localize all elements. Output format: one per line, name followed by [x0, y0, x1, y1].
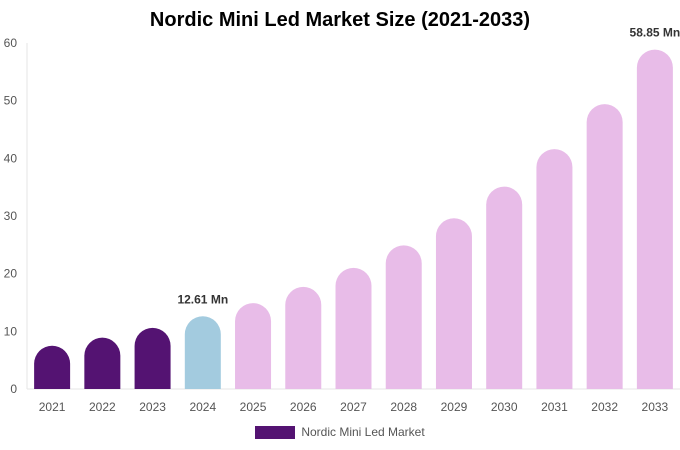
data-label: 12.61 Mn: [177, 292, 228, 306]
x-tick-label: 2029: [441, 400, 468, 414]
legend-swatch: [255, 425, 296, 439]
x-tick-label: 2027: [340, 400, 367, 414]
legend-label: Nordic Mini Led Market: [301, 425, 425, 439]
x-tick-label: 2023: [139, 400, 166, 414]
x-tick-label: 2033: [642, 400, 669, 414]
bar-2027: [335, 267, 372, 389]
bar-2031: [536, 149, 573, 389]
x-tick-label: 2030: [491, 400, 518, 414]
bar-2024: [184, 316, 221, 389]
bar-2029: [435, 218, 472, 389]
bar-2028: [385, 245, 422, 389]
y-tick-label: 60: [4, 36, 18, 50]
bar-2025: [235, 303, 272, 389]
x-tick-label: 2031: [541, 400, 568, 414]
x-tick-label: 2026: [290, 400, 317, 414]
bar-2026: [285, 286, 322, 389]
y-tick-label: 10: [4, 324, 18, 338]
legend: Nordic Mini Led Market: [0, 425, 680, 439]
chart-title: Nordic Mini Led Market Size (2021-2033): [149, 9, 531, 31]
y-tick-label: 50: [4, 94, 18, 108]
x-tick-label: 2022: [89, 400, 116, 414]
x-tick-label: 2021: [39, 400, 66, 414]
y-tick-label: 30: [4, 209, 18, 223]
bar-2023: [134, 327, 171, 389]
bar-2021: [34, 345, 71, 389]
y-tick-label: 40: [4, 151, 18, 165]
x-tick-label: 2028: [390, 400, 417, 414]
bar-2032: [586, 104, 623, 390]
y-tick-label: 20: [4, 267, 18, 281]
bar-2030: [486, 186, 523, 389]
y-tick-label: 0: [10, 382, 17, 396]
bar-2022: [84, 337, 121, 389]
bar-2033: [636, 49, 673, 390]
x-tick-label: 2025: [240, 400, 267, 414]
data-label: 58.85 Mn: [630, 26, 680, 40]
x-tick-label: 2032: [591, 400, 618, 414]
x-tick-label: 2024: [189, 400, 216, 414]
